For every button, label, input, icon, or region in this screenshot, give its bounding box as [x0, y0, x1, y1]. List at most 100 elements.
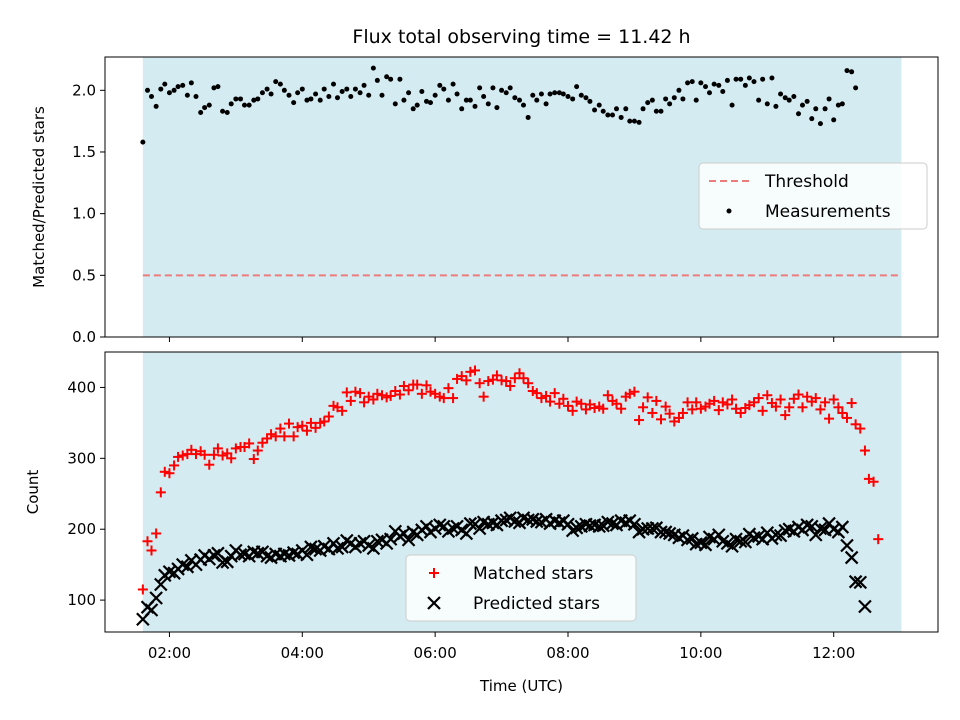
measurement-point	[202, 105, 208, 111]
count-panel: 100 200 300 400 Count Matched stars Predict…	[24, 351, 939, 633]
measurement-point	[724, 77, 730, 83]
matched-star-point	[491, 370, 502, 381]
measurement-point	[255, 96, 261, 102]
measurement-point	[339, 89, 345, 95]
y-tick-label: 1.0	[72, 205, 96, 223]
measurement-point	[720, 89, 726, 95]
measurement-point	[618, 114, 624, 120]
matched-star-point	[602, 390, 613, 401]
matched-star-point	[292, 422, 303, 433]
measurement-point	[268, 91, 274, 97]
measurement-point	[746, 75, 752, 81]
matched-star-point	[647, 407, 658, 418]
measurement-point	[220, 108, 226, 114]
measurement-point	[401, 97, 407, 103]
measurement-point	[653, 108, 659, 114]
measurement-point	[809, 116, 815, 122]
predicted-star-point	[383, 532, 398, 546]
matched-star-point	[660, 401, 671, 412]
matched-star-point	[793, 389, 804, 400]
matched-star-point	[629, 386, 640, 397]
matched-star-point	[177, 450, 188, 461]
predicted-star-point	[433, 518, 447, 532]
matched-star-point	[770, 401, 781, 412]
measurement-point	[680, 96, 686, 102]
x-tick-label: 10:00	[679, 644, 722, 662]
matched-star-point	[416, 388, 427, 399]
matched-star-point	[802, 391, 813, 402]
matched-star-point	[341, 387, 352, 398]
measurement-point	[148, 93, 154, 99]
measurement-point	[308, 96, 314, 102]
measurement-point	[547, 91, 553, 97]
measurement-point	[507, 85, 513, 91]
matched-star-point	[634, 415, 645, 426]
matched-star-point	[598, 403, 609, 414]
measurement-point	[419, 89, 425, 95]
matched-star-point	[518, 373, 529, 384]
measurement-point	[517, 97, 523, 103]
measurement-point	[481, 93, 487, 99]
predicted-star-point	[601, 515, 615, 529]
matched-star-point	[709, 395, 720, 406]
measurement-point	[414, 102, 420, 108]
measurement-point	[698, 80, 704, 86]
measurement-point	[432, 92, 438, 98]
measurement-point	[831, 117, 837, 123]
measurement-point	[760, 76, 766, 82]
measurement-point	[392, 101, 398, 107]
predicted-star-point	[853, 575, 868, 590]
matched-star-point	[212, 443, 223, 454]
matched-star-point	[448, 393, 459, 404]
predicted-star-point	[835, 520, 850, 534]
matched-star-point	[735, 407, 746, 418]
ratio-y-label: Matched/Predicted stars	[30, 106, 48, 288]
matched-star-point	[727, 394, 738, 405]
matched-star-point	[164, 468, 175, 479]
measurement-point	[756, 97, 762, 103]
measurement-point	[592, 107, 598, 113]
matched-star-point	[677, 407, 688, 418]
measurement-point	[445, 97, 451, 103]
matched-star-point	[624, 388, 635, 399]
matched-star-point	[576, 398, 587, 409]
matched-star-point	[159, 466, 170, 477]
y-tick-label: 1.5	[72, 143, 96, 161]
measurement-point	[467, 97, 473, 103]
ratio-panel: 0.00.51.01.52.0 Matched/Predicted stars …	[30, 56, 939, 346]
measurement-point	[640, 106, 646, 112]
measurement-point	[264, 86, 270, 92]
matched-star-point	[562, 400, 573, 411]
predicted-star-point	[149, 591, 163, 605]
measurement-point	[472, 103, 478, 109]
measurement-point	[578, 92, 584, 98]
predicted-star-point	[738, 535, 753, 549]
measurement-point	[246, 102, 252, 108]
measurement-point	[565, 93, 571, 99]
matched-star-point	[310, 422, 321, 433]
predicted-star-point	[848, 574, 863, 589]
predicted-star-point	[300, 547, 314, 562]
predicted-star-point	[569, 521, 584, 535]
measurement-point	[459, 106, 465, 112]
predicted-star-point	[769, 528, 783, 542]
matched-star-point	[691, 397, 702, 408]
matched-star-point	[841, 412, 852, 423]
chart-title: Flux total observing time = 11.42 h	[352, 26, 690, 48]
matched-star-point	[855, 423, 866, 434]
matched-star-point	[284, 418, 295, 429]
y-tick-label: 0.5	[72, 266, 96, 284]
measurement-point	[742, 82, 748, 88]
matched-star-point	[571, 396, 582, 407]
measurement-point	[587, 98, 593, 104]
measurement-point	[304, 97, 310, 103]
predicted-star-point	[463, 516, 478, 531]
measurement-point	[374, 77, 380, 83]
matched-star-point	[323, 411, 334, 422]
ratio-axis-ticks: 0.0 0.5 1.0 1.5 2.0	[72, 81, 105, 346]
measurement-point	[738, 76, 744, 82]
predicted-star-point	[858, 599, 872, 614]
matched-star-point	[372, 388, 383, 399]
measurement-point	[238, 96, 244, 102]
x-tick-label: 06:00	[414, 644, 457, 662]
